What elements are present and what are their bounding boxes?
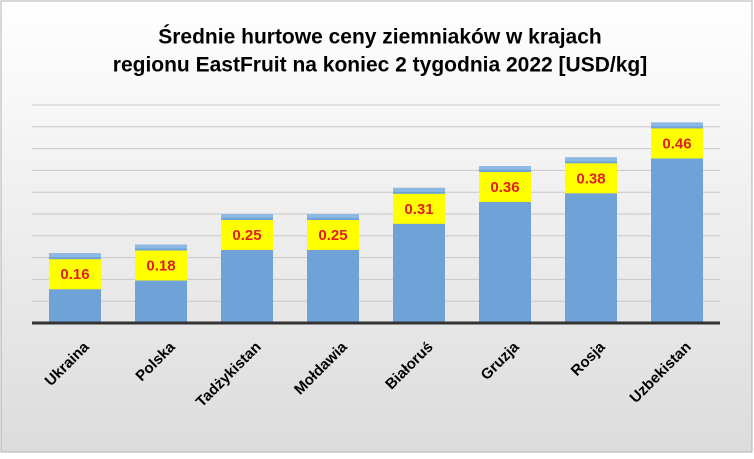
value-label: 0.25 xyxy=(232,227,261,244)
chart-title: Średnie hurtowe ceny ziemniaków w krajac… xyxy=(158,25,601,49)
value-label-box xyxy=(221,220,273,250)
chart-title: regionu EastFruit na koniec 2 tygodnia 2… xyxy=(113,54,647,77)
bar-cap xyxy=(307,214,359,218)
bar-cap xyxy=(479,166,531,171)
value-label-box xyxy=(307,220,359,250)
value-label: 0.31 xyxy=(404,201,433,218)
bar-cap xyxy=(651,122,703,127)
value-label-box xyxy=(565,163,617,194)
value-label: 0.36 xyxy=(490,179,519,196)
value-label-box xyxy=(49,259,101,290)
value-label: 0.25 xyxy=(318,227,347,244)
value-label-box xyxy=(135,250,187,281)
value-label: 0.38 xyxy=(576,170,605,187)
value-label: 0.16 xyxy=(60,266,89,283)
bar-cap xyxy=(49,253,101,258)
value-label-box xyxy=(393,193,445,224)
bar-cap xyxy=(565,157,617,162)
value-label-box xyxy=(651,128,703,159)
bar-cap xyxy=(135,244,187,249)
value-label: 0.46 xyxy=(662,135,691,152)
bar-cap xyxy=(393,187,445,192)
value-label-box xyxy=(479,172,531,203)
bar-cap xyxy=(221,214,273,218)
value-label: 0.18 xyxy=(146,257,175,274)
